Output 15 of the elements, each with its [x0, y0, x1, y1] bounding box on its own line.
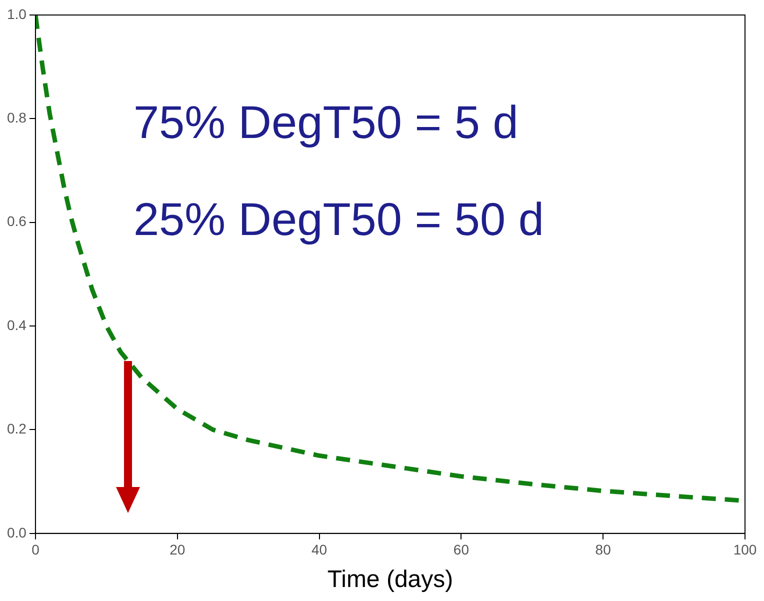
annotation: 25% DegT50 = 50 d — [133, 193, 544, 245]
y-tick-label: 1.0 — [6, 6, 27, 22]
x-tick-label: 20 — [170, 542, 186, 558]
annotation: 75% DegT50 = 5 d — [133, 96, 518, 148]
y-tick-label: 0.0 — [6, 524, 27, 540]
x-tick-label: 40 — [311, 542, 328, 558]
x-tick-label: 100 — [733, 542, 757, 558]
y-tick-label: 0.6 — [6, 213, 27, 230]
x-tick-label: 0 — [32, 542, 40, 558]
y-tick-label: 0.8 — [6, 110, 27, 126]
x-axis-title: Time (days) — [327, 566, 454, 594]
x-tick-label: 60 — [453, 542, 470, 558]
x-tick-label: 80 — [595, 542, 612, 558]
y-tick-label: 0.2 — [6, 420, 27, 437]
y-tick-label: 0.4 — [6, 316, 27, 333]
